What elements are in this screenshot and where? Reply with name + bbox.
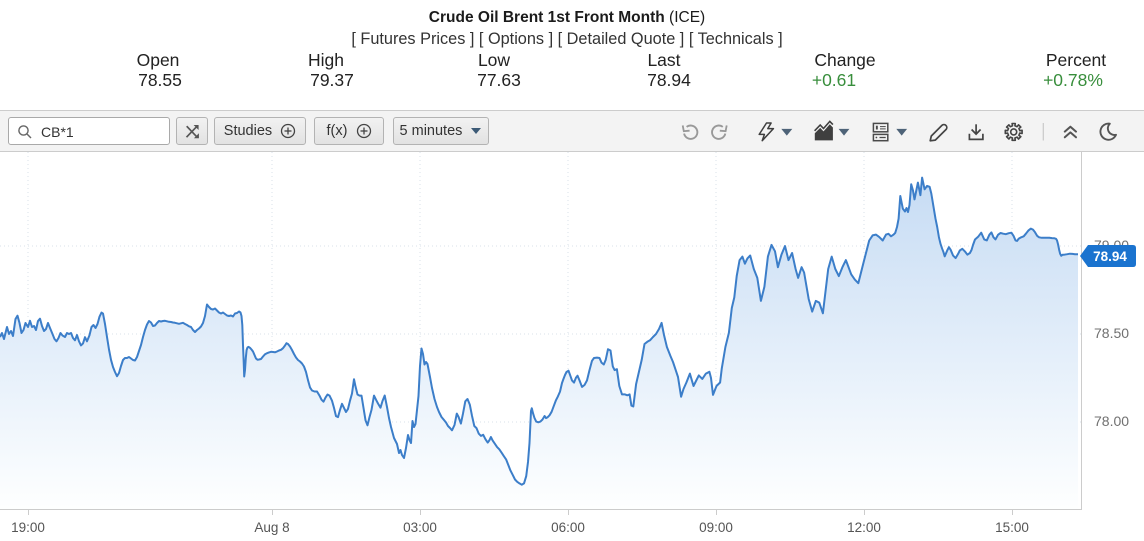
svg-text:78.00: 78.00 [1094, 413, 1129, 429]
svg-text:09:00: 09:00 [699, 520, 733, 535]
svg-text:78.50: 78.50 [1094, 325, 1129, 341]
svg-text:19:00: 19:00 [11, 520, 45, 535]
svg-text:15:00: 15:00 [995, 520, 1029, 535]
svg-text:78.94: 78.94 [1093, 249, 1127, 264]
svg-text:12:00: 12:00 [847, 520, 881, 535]
svg-text:03:00: 03:00 [403, 520, 437, 535]
svg-text:Aug 8: Aug 8 [254, 520, 289, 535]
svg-text:06:00: 06:00 [551, 520, 585, 535]
